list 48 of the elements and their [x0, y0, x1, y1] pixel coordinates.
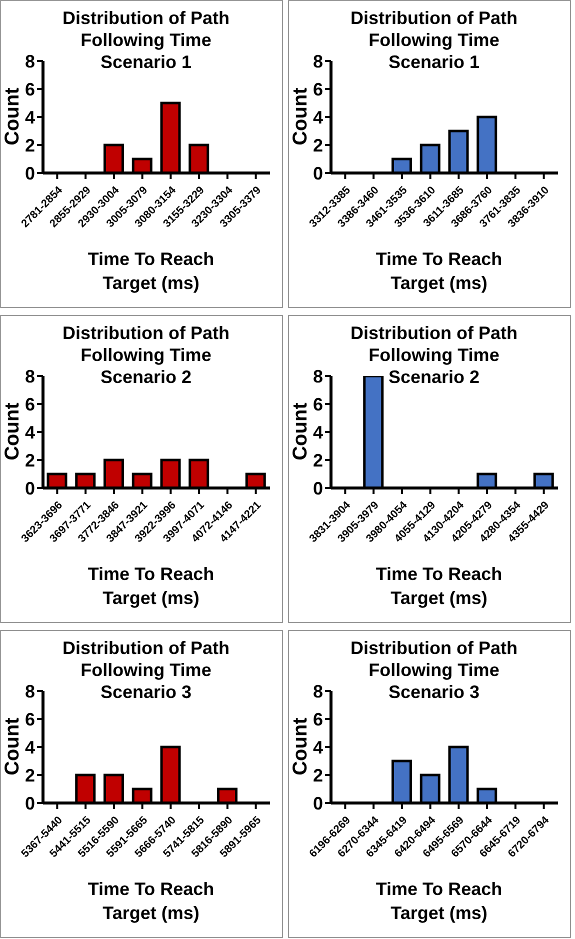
x-axis-title: Time To Reach Target (ms) [86, 248, 216, 295]
y-axis-title: Count [2, 402, 24, 460]
x-axis-title: Time To Reach Target (ms) [374, 878, 504, 925]
y-tick-label: 4 [24, 107, 35, 128]
y-tick-label: 0 [312, 793, 323, 814]
y-tick-label: 0 [24, 478, 35, 498]
x-axis-title: Time To Reach Target (ms) [374, 563, 504, 610]
chart-title: Distribution of Path Following Time Scenario 2 [350, 322, 518, 388]
y-tick-label: 2 [312, 765, 323, 786]
y-tick-label: 6 [24, 394, 35, 414]
chart-title: Distribution of Path Following Time Scenario 1 [350, 7, 518, 73]
chart-title: Distribution of Path Following Time Scenario 1 [62, 7, 230, 73]
y-tick-label: 6 [312, 79, 323, 100]
y-tick-label: 6 [24, 709, 35, 730]
chart-title: Distribution of Path Following Time Scenario 2 [62, 322, 230, 388]
y-tick-label: 8 [312, 681, 323, 702]
chart-title: Distribution of Path Following Time Scenario 3 [62, 637, 230, 703]
y-tick-label: 8 [312, 51, 323, 72]
chart-title: Distribution of Path Following Time Scenario 3 [350, 637, 518, 703]
y-tick-label: 6 [312, 394, 323, 414]
y-tick-label: 4 [312, 422, 323, 442]
y-tick-label: 2 [24, 765, 35, 786]
y-tick-label: 8 [312, 366, 323, 386]
x-axis-title: Time To Reach Target (ms) [86, 563, 216, 610]
y-axis-title: Count [2, 87, 24, 145]
y-tick-label: 0 [24, 163, 35, 184]
x-axis-title: Time To Reach Target (ms) [374, 248, 504, 295]
y-axis-title: Count [2, 717, 24, 775]
y-axis-title: Count [290, 87, 312, 145]
y-tick-label: 2 [24, 450, 35, 470]
y-tick-label: 8 [24, 366, 35, 386]
y-tick-label: 2 [312, 450, 323, 470]
y-tick-label: 4 [312, 737, 323, 758]
y-tick-label: 0 [24, 793, 35, 814]
y-tick-label: 8 [24, 681, 35, 702]
y-tick-label: 8 [24, 51, 35, 72]
y-tick-label: 0 [312, 163, 323, 184]
y-tick-label: 2 [312, 135, 323, 156]
y-tick-label: 6 [24, 79, 35, 100]
y-tick-label: 6 [312, 709, 323, 730]
y-axis-title: Count [290, 717, 312, 775]
y-tick-label: 2 [24, 135, 35, 156]
y-tick-label: 4 [24, 737, 35, 758]
x-axis-title: Time To Reach Target (ms) [86, 878, 216, 925]
y-axis-title: Count [290, 402, 312, 460]
y-tick-label: 4 [312, 107, 323, 128]
y-tick-label: 4 [24, 422, 35, 442]
y-tick-label: 0 [312, 478, 323, 498]
